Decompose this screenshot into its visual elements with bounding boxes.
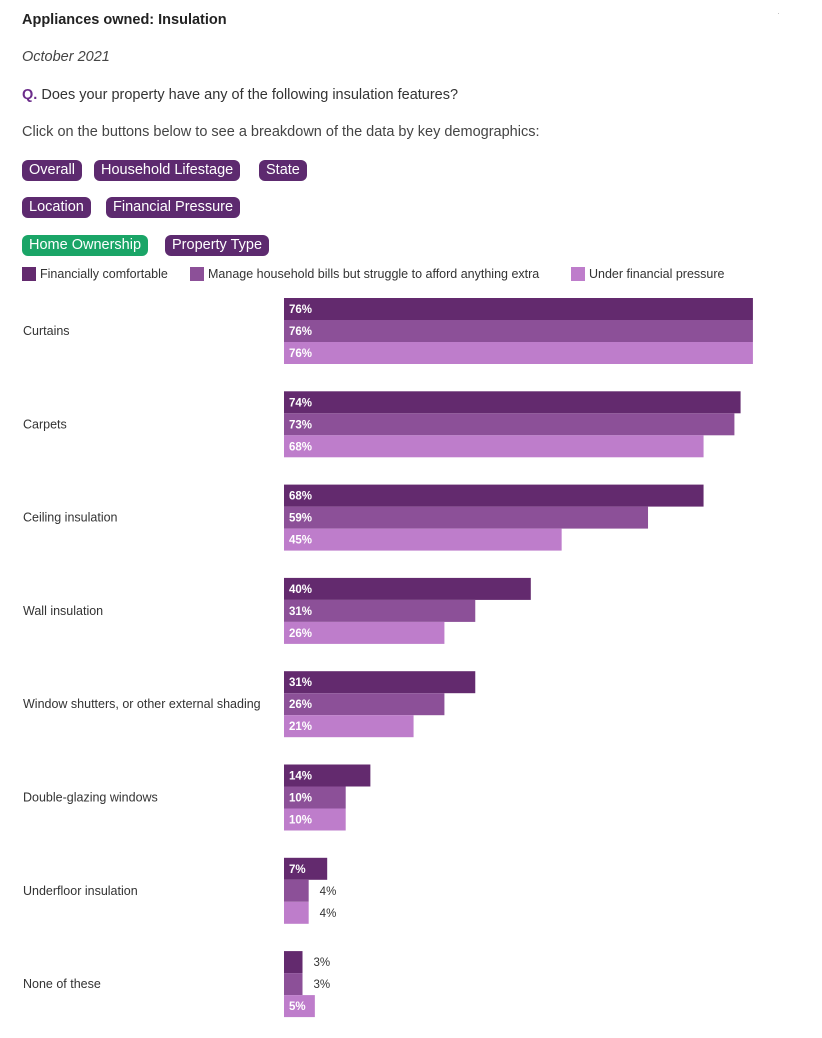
legend-label: Under financial pressure — [589, 267, 725, 281]
data-label-double-glazing-windows-series-3: 10% — [289, 815, 312, 827]
category-label-window-shutters-or-other-external-shading: Window shutters, or other external shadi… — [23, 697, 261, 711]
legend-item-under-financial-pressure[interactable]: Under financial pressure — [571, 267, 725, 281]
bar-ceiling-insulation-series-3[interactable] — [284, 528, 562, 551]
data-label-underfloor-insulation-series-1: 7% — [289, 864, 306, 876]
bar-window-shutters-or-other-external-shading-series-3[interactable] — [284, 715, 414, 738]
bar-wall-insulation-series-3[interactable] — [284, 621, 445, 644]
survey-question: Q. Does your property have any of the fo… — [22, 87, 458, 103]
data-label-carpets-series-2: 73% — [289, 419, 312, 431]
bar-underfloor-insulation-series-1[interactable] — [284, 857, 328, 880]
data-label-double-glazing-windows-series-1: 14% — [289, 771, 312, 783]
bar-curtains-series-3[interactable] — [284, 342, 753, 364]
bar-ceiling-insulation-series-2[interactable] — [284, 506, 649, 529]
data-label-underfloor-insulation-series-3: 4% — [320, 908, 337, 920]
category-label-none-of-these: None of these — [23, 977, 101, 991]
data-label-none-of-these-series-1: 3% — [314, 957, 331, 969]
survey-date: October 2021 — [22, 49, 110, 65]
category-label-curtains: Curtains — [23, 324, 70, 338]
bar-window-shutters-or-other-external-shading-series-1[interactable] — [284, 671, 476, 694]
legend-swatch — [571, 267, 585, 281]
category-label-double-glazing-windows: Double-glazing windows — [23, 791, 158, 805]
category-label-underfloor-insulation: Underfloor insulation — [23, 884, 138, 898]
data-label-wall-insulation-series-3: 26% — [289, 628, 312, 640]
bar-underfloor-insulation-series-2[interactable] — [284, 879, 309, 902]
question-text: Does your property have any of the follo… — [41, 87, 459, 103]
bar-carpets-series-3[interactable] — [284, 435, 704, 458]
data-label-carpets-series-3: 68% — [289, 441, 312, 453]
instruction-text: Click on the buttons below to see a brea… — [22, 124, 540, 140]
corner-mark: · — [777, 8, 780, 18]
data-label-curtains-series-3: 76% — [289, 348, 312, 360]
overall-button[interactable]: Overall — [22, 160, 82, 181]
bar-chart: Curtains 76% 76% 76% Carpets 74% 73% 68% Ceiling… — [23, 298, 753, 1018]
data-label-wall-insulation-series-2: 31% — [289, 606, 312, 618]
bar-curtains-series-2[interactable] — [284, 320, 753, 342]
chart-title: Appliances owned: Insulation — [22, 12, 227, 28]
category-label-ceiling-insulation: Ceiling insulation — [23, 511, 118, 525]
property-type-button[interactable]: Property Type — [165, 235, 270, 256]
category-label-wall-insulation: Wall insulation — [23, 604, 103, 618]
data-label-window-shutters-or-other-external-shading-series-1: 31% — [289, 677, 312, 689]
bar-double-glazing-windows-series-3[interactable] — [284, 808, 346, 831]
bar-double-glazing-windows-series-1[interactable] — [284, 764, 371, 787]
bar-underfloor-insulation-series-3[interactable] — [284, 901, 309, 924]
bar-wall-insulation-series-1[interactable] — [284, 577, 531, 600]
legend-item-manage-household-bills[interactable]: Manage household bills but struggle to a… — [190, 267, 539, 281]
data-label-ceiling-insulation-series-3: 45% — [289, 535, 312, 547]
data-label-none-of-these-series-3: 5% — [289, 1001, 306, 1013]
data-label-none-of-these-series-2: 3% — [314, 979, 331, 991]
legend-label: Financially comfortable — [40, 267, 168, 281]
bar-double-glazing-windows-series-2[interactable] — [284, 786, 346, 809]
bar-none-of-these-series-2[interactable] — [284, 973, 303, 996]
data-label-window-shutters-or-other-external-shading-series-2: 26% — [289, 699, 312, 711]
bar-window-shutters-or-other-external-shading-series-2[interactable] — [284, 693, 445, 716]
household-lifestage-button[interactable]: Household Lifestage — [94, 160, 241, 181]
data-label-underfloor-insulation-series-2: 4% — [320, 886, 337, 898]
legend-label: Manage household bills but struggle to a… — [208, 267, 540, 281]
financial-pressure-button[interactable]: Financial Pressure — [106, 197, 241, 218]
bar-curtains-series-1[interactable] — [284, 298, 753, 320]
legend-item-financially-comfortable[interactable]: Financially comfortable — [22, 267, 168, 281]
question-prefix: Q. — [22, 87, 38, 103]
data-label-curtains-series-1: 76% — [289, 304, 312, 316]
bar-carpets-series-1[interactable] — [284, 391, 741, 414]
category-label-carpets: Carpets — [23, 417, 67, 431]
bar-ceiling-insulation-series-1[interactable] — [284, 484, 704, 507]
legend-swatch — [190, 267, 204, 281]
data-label-carpets-series-1: 74% — [289, 397, 312, 409]
data-label-window-shutters-or-other-external-shading-series-3: 21% — [289, 721, 312, 733]
bar-carpets-series-2[interactable] — [284, 413, 735, 436]
data-label-curtains-series-2: 76% — [289, 326, 312, 338]
data-label-wall-insulation-series-1: 40% — [289, 584, 312, 596]
legend-swatch — [22, 267, 36, 281]
home-ownership-button[interactable]: Home Ownership — [22, 235, 149, 256]
state-button[interactable]: State — [259, 160, 307, 181]
location-button[interactable]: Location — [22, 197, 91, 218]
data-label-ceiling-insulation-series-2: 59% — [289, 513, 312, 525]
bar-none-of-these-series-1[interactable] — [284, 951, 303, 974]
bar-none-of-these-series-3[interactable] — [284, 995, 315, 1018]
data-label-double-glazing-windows-series-2: 10% — [289, 793, 312, 805]
bar-wall-insulation-series-2[interactable] — [284, 599, 476, 622]
data-label-ceiling-insulation-series-1: 68% — [289, 491, 312, 503]
